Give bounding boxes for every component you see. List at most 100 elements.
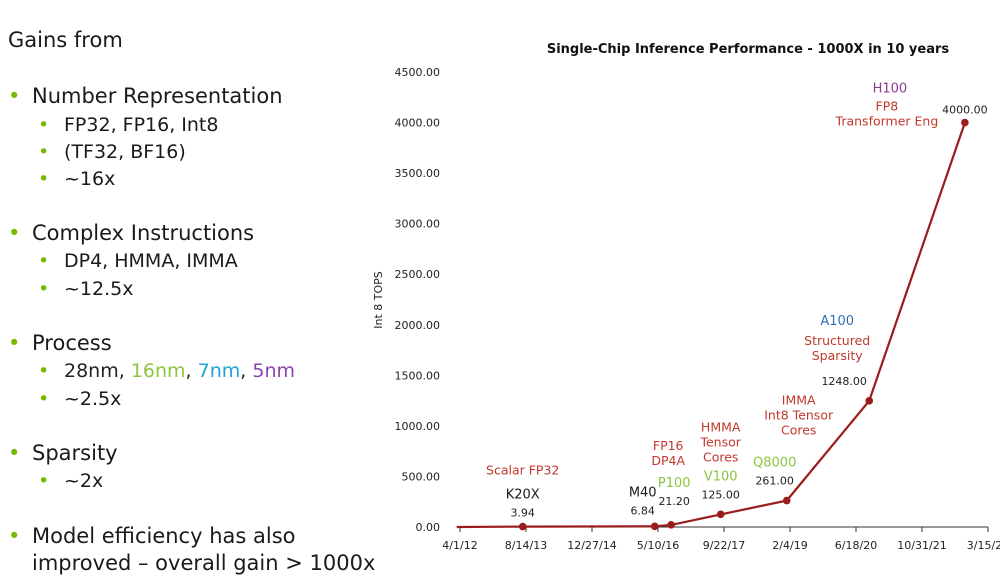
x-tick-label: 3/15/23 <box>967 539 1000 552</box>
y-tick-label: 4000.00 <box>395 117 441 130</box>
bullet-dot: • <box>8 84 21 108</box>
sub-bullet-process-nodes: • 28nm, 16nm, 7nm, 5nm <box>38 360 296 382</box>
sub-bullet: • ~12.5x <box>38 278 134 300</box>
data-value-label: 125.00 <box>701 488 740 501</box>
x-tick-label: 6/18/20 <box>835 539 877 552</box>
bullet-process: • Process <box>8 330 112 357</box>
x-tick-label: 12/27/14 <box>567 539 616 552</box>
data-point-marker <box>782 496 791 505</box>
y-tick-label: 2000.00 <box>395 319 441 332</box>
bullet-label: Complex Instructions <box>32 221 255 245</box>
data-value-label: 6.84 <box>630 504 655 517</box>
chart-title: Single-Chip Inference Performance - 1000… <box>547 42 950 57</box>
sub-bullet-label: DP4, HMMA, IMMA <box>64 250 238 272</box>
sub-bullet: • ~16x <box>38 168 116 190</box>
y-tick-label: 1000.00 <box>395 420 441 433</box>
sub-bullet: • (TF32, BF16) <box>38 141 186 163</box>
bullet-complex-instructions: • Complex Instructions <box>8 220 254 247</box>
y-tick-label: 500.00 <box>402 470 441 483</box>
process-node-text: 28nm, <box>64 360 131 382</box>
data-point-marker <box>667 521 675 529</box>
sub-bullet: • DP4, HMMA, IMMA <box>38 250 238 272</box>
process-node-text: , <box>240 360 253 382</box>
x-tick-label: 8/14/13 <box>505 539 547 552</box>
bullet-dot: • <box>8 524 21 548</box>
sub-bullet: • ~2x <box>38 470 104 492</box>
x-tick-label: 9/22/17 <box>703 539 745 552</box>
sub-bullet-label: (TF32, BF16) <box>64 141 186 163</box>
y-axis-ticks: 0.00 500.00 1000.00 1500.00 2000.00 2500.00 30… <box>395 66 441 534</box>
bullet-label: Sparsity <box>32 441 118 465</box>
y-tick-label: 1500.00 <box>395 369 441 382</box>
process-node-text: 7nm <box>197 360 241 382</box>
feature-label: Structured Sparsity <box>804 333 870 363</box>
gpu-name-label: Q8000 <box>753 456 796 471</box>
feature-label: IMMA Int8 Tensor Cores <box>764 393 834 438</box>
feature-label-line: FP8 <box>876 99 899 114</box>
data-point-marker <box>518 522 527 531</box>
y-axis-label: Int 8 TOPS <box>372 271 385 329</box>
y-tick-label: 3500.00 <box>395 167 441 180</box>
gpu-name-label: M40 <box>629 485 657 500</box>
y-tick-label: 0.00 <box>416 521 441 534</box>
feature-label-line: Structured <box>804 333 870 348</box>
data-value-label: 3.94 <box>510 507 535 520</box>
process-node-text: 16nm <box>130 360 186 382</box>
feature-label-line: Transformer Eng <box>835 114 939 129</box>
x-tick-label: 10/31/21 <box>897 539 946 552</box>
data-point-marker <box>650 522 659 531</box>
bullet-label: improved – overall gain > 1000x <box>32 551 376 575</box>
series-line <box>456 122 966 529</box>
bullet-label: Number Representation <box>32 84 283 108</box>
feature-label: FP16 DP4A <box>651 438 685 468</box>
feature-label: Scalar FP32 <box>486 463 559 478</box>
data-value-label: 1248.00 <box>821 375 867 388</box>
sub-bullet: • ~2.5x <box>38 388 122 410</box>
data-value-label: 4000.00 <box>942 104 988 117</box>
gpu-name-label: H100 <box>873 82 908 97</box>
inference-performance-chart: Single-Chip Inference Performance - 1000… <box>372 42 1000 552</box>
feature-label-line: Sparsity <box>812 348 864 363</box>
bullet-number-representation: • Number Representation <box>8 83 283 110</box>
x-axis-ticks: 4/1/12 8/14/13 12/27/14 5/10/16 9/22/17 2/4/1… <box>442 527 1000 552</box>
data-point-marker <box>961 118 969 127</box>
bullet-model-efficiency: • Model efficiency has also <box>8 523 296 550</box>
sub-bullet-label: ~2x <box>64 470 104 492</box>
bullet-dot: • <box>8 441 21 465</box>
y-tick-label: 3000.00 <box>395 218 441 231</box>
y-tick-label: 2500.00 <box>395 268 441 281</box>
data-markers <box>518 118 969 531</box>
process-node-text: , <box>185 360 198 382</box>
gpu-name-label: P100 <box>658 476 691 491</box>
y-tick-label: 4500.00 <box>395 66 441 79</box>
sub-bullet-label: ~12.5x <box>64 278 134 300</box>
sub-bullet: • FP32, FP16, Int8 <box>38 114 219 136</box>
data-point-marker <box>865 397 873 405</box>
feature-label-line: Cores <box>781 423 816 438</box>
bullet-dot: • <box>8 221 21 245</box>
gains-heading: Gains from <box>8 28 123 52</box>
x-tick-label: 2/4/19 <box>772 539 807 552</box>
x-tick-label: 4/1/12 <box>442 539 477 552</box>
left-panel: Gains from • Number Representation • FP32,… <box>0 0 380 583</box>
feature-label: HMMA Tensor Cores <box>699 419 741 464</box>
process-nodes: 28nm, 16nm, 7nm, 5nm <box>64 360 295 382</box>
data-value-label: 261.00 <box>755 475 794 488</box>
x-tick-label: 5/10/16 <box>637 539 679 552</box>
gpu-name-label: A100 <box>820 314 854 329</box>
feature-label-line: DP4A <box>651 453 685 468</box>
feature-label-line: Scalar FP32 <box>486 463 559 478</box>
process-node-text: 5nm <box>252 360 296 382</box>
gpu-name-label: V100 <box>704 469 738 484</box>
feature-label-line: Int8 Tensor <box>764 408 834 423</box>
bullet-label: Model efficiency has also <box>32 524 296 548</box>
bullet-sparsity: • Sparsity <box>8 440 118 467</box>
feature-label-line: HMMA <box>701 419 741 434</box>
bullet-dot: • <box>8 331 21 355</box>
bullet-label: Process <box>32 331 112 355</box>
feature-label-line: IMMA <box>782 393 816 408</box>
feature-label-line: Cores <box>703 449 738 464</box>
feature-label: FP8 Transformer Eng <box>835 99 939 129</box>
feature-label-line: Tensor <box>699 434 741 449</box>
